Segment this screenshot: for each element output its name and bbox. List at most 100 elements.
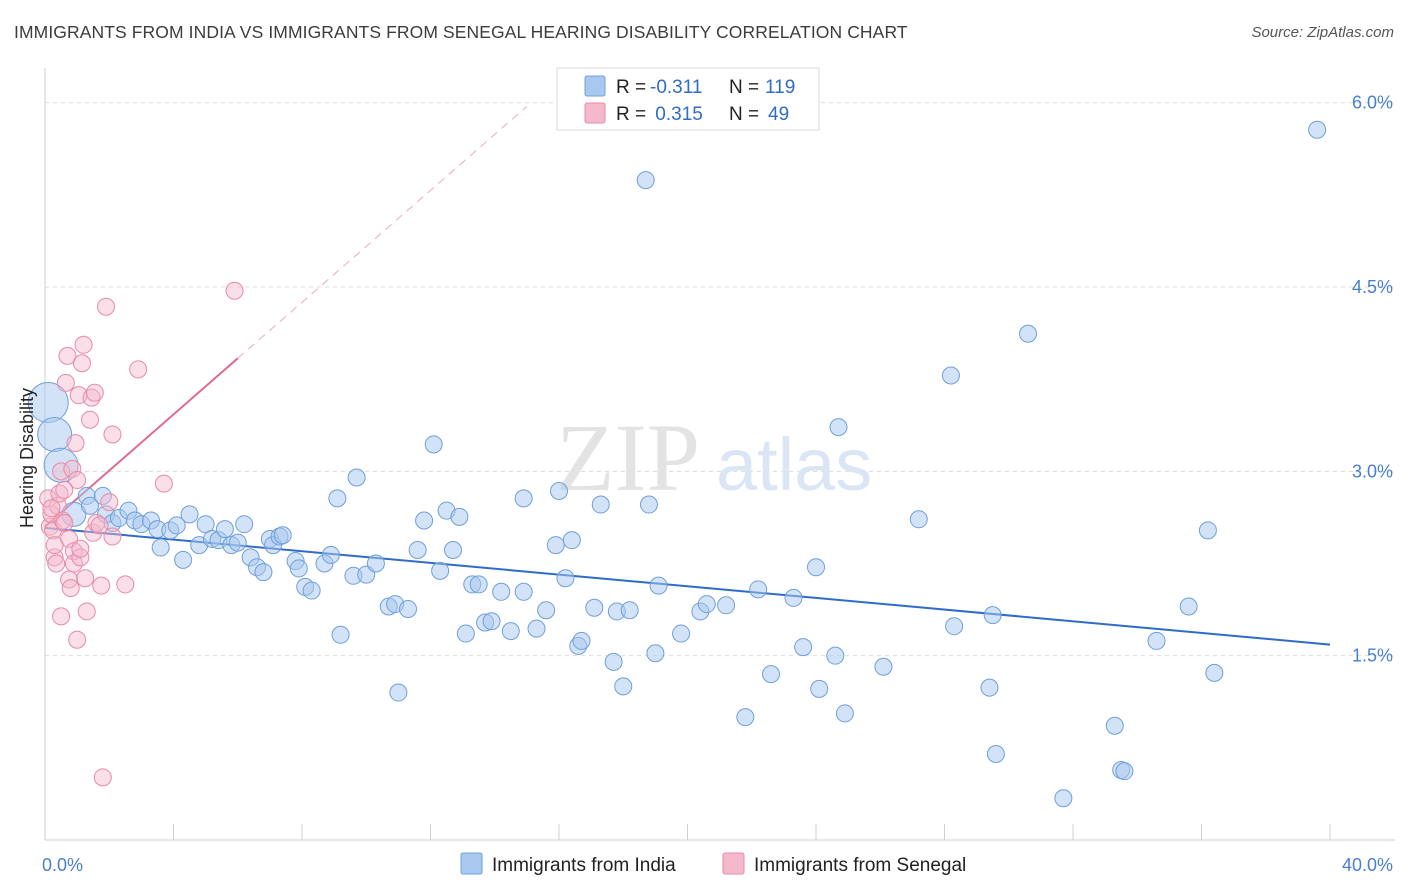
senegal-points (39, 281, 244, 787)
senegal-point (77, 602, 96, 621)
india-point (614, 677, 633, 696)
india-point (331, 625, 350, 644)
india-point (215, 520, 234, 539)
india-point (620, 601, 639, 620)
senegal-point (92, 576, 111, 595)
india-point (591, 495, 610, 514)
india-point (321, 545, 340, 564)
source-credit: Source: ZipAtlas.com (1251, 24, 1394, 41)
x-tick-label: 40.0% (1342, 855, 1393, 875)
y-tick-labels: 1.5% 3.0% 4.5% 6.0% (1352, 93, 1393, 666)
india-point (492, 582, 511, 601)
senegal-point (63, 459, 82, 478)
india-point (672, 624, 691, 643)
senegal-trend-extension (237, 105, 528, 359)
india-point (717, 596, 736, 615)
india-point (646, 644, 665, 663)
india-point (874, 657, 893, 676)
senegal-point (100, 493, 119, 512)
india-point (1019, 324, 1038, 343)
senegal-point (87, 513, 106, 532)
india-point (180, 505, 199, 524)
y-tick-label: 3.0% (1352, 461, 1393, 481)
senegal-point (80, 410, 99, 429)
india-point (399, 599, 418, 618)
india-point (983, 606, 1002, 625)
gridlines (45, 102, 1395, 657)
y-tick-label: 6.0% (1352, 93, 1393, 113)
india-point (762, 665, 781, 684)
india-point (1115, 762, 1134, 781)
senegal-point (52, 462, 71, 481)
india-point (556, 569, 575, 588)
y-axis-title: Hearing Disability (17, 388, 37, 528)
senegal-point (72, 354, 91, 373)
legend-n-label-senegal: N = (729, 104, 759, 125)
india-point (826, 646, 845, 665)
india-point (469, 575, 488, 594)
x-tick-labels: 0.0% 40.0% (42, 855, 1393, 875)
legend-stats: R = -0.311 N = 119 R = 0.315 N = 49 (556, 67, 820, 131)
india-point (585, 598, 604, 617)
senegal-point (74, 335, 93, 354)
india-point (649, 576, 668, 595)
india-point (941, 366, 960, 385)
legend-swatch-india (584, 75, 606, 97)
axes (44, 68, 1395, 841)
senegal-point (52, 607, 71, 626)
india-point (174, 550, 193, 569)
india-point (604, 652, 623, 671)
india-point (1198, 521, 1217, 540)
senegal-point (45, 536, 64, 555)
senegal-point (66, 434, 85, 453)
india-point (794, 638, 813, 657)
legend-swatch-senegal (584, 102, 606, 124)
india-point (527, 619, 546, 638)
chart-title: IMMIGRANTS FROM INDIA VS IMMIGRANTS FROM… (14, 22, 908, 42)
senegal-point (68, 630, 87, 649)
india-point (1105, 716, 1124, 735)
legend-n-value-india: 119 (765, 77, 795, 98)
senegal-point (116, 575, 135, 594)
india-point (1179, 597, 1198, 616)
india-point (167, 516, 186, 535)
senegal-point (154, 474, 173, 493)
senegal-point (90, 516, 109, 535)
senegal-point (50, 484, 69, 503)
india-point (328, 489, 347, 508)
legend-bottom-swatch-senegal (722, 852, 745, 875)
india-point (546, 536, 565, 555)
india-point (835, 704, 854, 723)
india-point (450, 507, 469, 526)
india-point (514, 582, 533, 601)
legend-bottom-label-senegal: Immigrants from Senegal (754, 855, 966, 876)
india-point (37, 416, 73, 452)
india-point (1054, 789, 1073, 808)
legend-bottom-swatch-india (460, 852, 483, 875)
india-point (784, 588, 803, 607)
india-point (550, 482, 568, 501)
legend-r-value-senegal: 0.315 (650, 104, 703, 125)
india-point (254, 563, 273, 582)
senegal-point (45, 548, 64, 567)
legend-r-value-india: -0.311 (650, 77, 702, 98)
india-point (347, 468, 366, 487)
india-point (636, 171, 655, 190)
india-point (366, 554, 385, 573)
legend-n-label-india: N = (729, 77, 759, 98)
india-point (1308, 120, 1327, 139)
legend-r-label-india: R = (616, 77, 646, 98)
india-point (807, 558, 825, 577)
senegal-point (76, 569, 95, 588)
india-points (27, 120, 1327, 808)
india-point (736, 708, 755, 727)
india-point (443, 541, 462, 560)
india-point (810, 679, 829, 698)
trend-lines (44, 105, 1331, 646)
senegal-point (71, 539, 90, 558)
india-point (749, 580, 768, 599)
india-point (80, 496, 99, 515)
india-point (1147, 631, 1166, 650)
india-point (408, 541, 427, 560)
